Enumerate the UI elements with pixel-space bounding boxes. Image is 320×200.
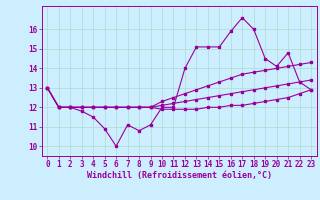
X-axis label: Windchill (Refroidissement éolien,°C): Windchill (Refroidissement éolien,°C) — [87, 171, 272, 180]
